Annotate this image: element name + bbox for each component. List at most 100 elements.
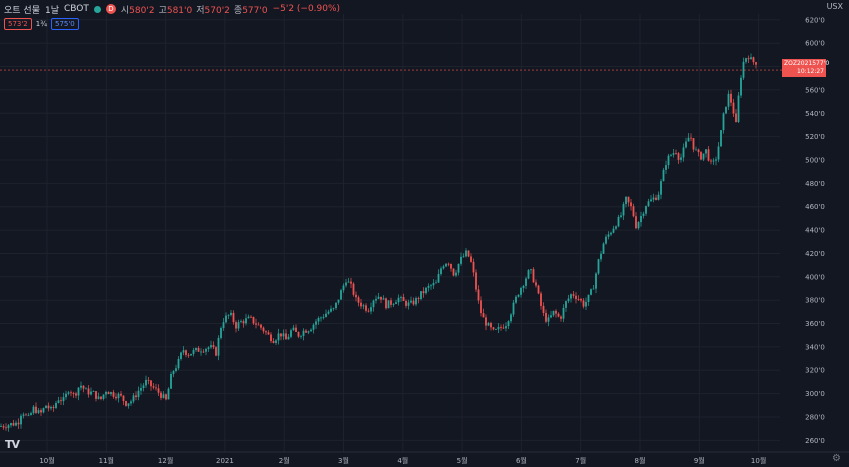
- candle: [425, 286, 427, 295]
- candle: [227, 314, 230, 319]
- candle: [402, 293, 405, 302]
- contract-code: ZOZ2021: [784, 60, 813, 67]
- candle: [417, 296, 420, 304]
- candle: [280, 333, 282, 341]
- candle: [352, 282, 355, 297]
- candle: [22, 412, 25, 419]
- candle: [477, 285, 480, 304]
- x-tick-label: 2021: [216, 457, 234, 465]
- candle: [432, 279, 435, 289]
- candle: [292, 324, 295, 331]
- candle: [262, 326, 265, 334]
- price-change: −5'2 (−0.90%): [272, 4, 341, 14]
- candle: [92, 390, 95, 392]
- gear-icon[interactable]: ⚙: [832, 453, 841, 464]
- currency-label[interactable]: USX: [826, 2, 843, 11]
- x-tick-label: 12월: [158, 456, 173, 465]
- candle: [360, 298, 362, 310]
- x-tick-label: 10월: [751, 456, 766, 465]
- candle: [580, 297, 582, 303]
- candle: [512, 300, 515, 317]
- candle: [325, 309, 327, 318]
- candle: [662, 167, 665, 182]
- candle: [2, 424, 5, 430]
- candle: [440, 266, 442, 276]
- candle: [642, 211, 645, 219]
- candle: [615, 225, 617, 230]
- candle: [307, 330, 310, 335]
- candle: [347, 278, 350, 283]
- candle: [47, 402, 50, 412]
- candle: [305, 329, 307, 334]
- y-tick-label: 520'0: [805, 133, 825, 141]
- candle: [110, 391, 112, 396]
- candle: [670, 153, 672, 157]
- candle: [190, 353, 192, 356]
- candle: [37, 407, 40, 415]
- candle: [382, 295, 385, 300]
- candle: [722, 112, 725, 134]
- candle: [412, 297, 415, 306]
- tradingview-logo-icon[interactable]: TV: [5, 438, 20, 451]
- candle: [70, 390, 72, 397]
- candle: [237, 319, 240, 331]
- y-tick-label: 560'0: [805, 86, 825, 94]
- candle: [685, 137, 687, 149]
- candle: [532, 267, 535, 283]
- candle: [95, 391, 97, 402]
- candle: [562, 304, 565, 323]
- candle: [450, 263, 452, 272]
- candle: [577, 295, 580, 302]
- candle: [30, 411, 32, 416]
- candle: [492, 326, 495, 331]
- candle: [367, 308, 370, 313]
- interval-label[interactable]: 1날: [44, 5, 59, 16]
- candle: [595, 272, 597, 294]
- candle: [400, 295, 402, 302]
- candle: [192, 347, 195, 357]
- candle: [210, 340, 212, 350]
- candle: [407, 299, 410, 310]
- x-tick-label: 8월: [635, 456, 646, 465]
- candle: [627, 196, 630, 207]
- candle: [600, 250, 602, 262]
- candle: [67, 390, 70, 396]
- x-tick-label: 3월: [338, 456, 349, 465]
- candle: [717, 142, 720, 163]
- candle: [585, 297, 587, 310]
- candle: [542, 302, 545, 317]
- candle: [12, 419, 15, 427]
- candle: [720, 129, 722, 147]
- candle: [302, 328, 305, 341]
- candle: [7, 423, 10, 432]
- candle: [52, 404, 55, 412]
- candle: [217, 335, 220, 361]
- x-tick-label: 9월: [694, 456, 705, 465]
- sell-button[interactable]: 573'2: [4, 18, 32, 30]
- candle: [112, 389, 115, 399]
- ohlc-close: 종577'0: [233, 5, 268, 16]
- candle: [475, 269, 477, 293]
- y-tick-label: 260'0: [805, 437, 825, 445]
- y-tick-label: 320'0: [805, 367, 825, 375]
- candle: [485, 314, 487, 331]
- y-tick-label: 420'0: [805, 250, 825, 258]
- candle: [240, 319, 242, 323]
- candle: [50, 405, 52, 411]
- candle: [45, 405, 47, 409]
- candle: [752, 56, 755, 65]
- candle: [550, 310, 552, 319]
- candle: [517, 294, 520, 298]
- candle: [100, 396, 102, 401]
- chart-grid: [0, 14, 780, 452]
- buy-button[interactable]: 575'0: [51, 18, 79, 30]
- candle: [640, 211, 642, 227]
- candle: [587, 294, 590, 306]
- trade-buttons: 573'2 1¾ 575'0: [4, 18, 79, 30]
- candle: [152, 383, 155, 390]
- symbol-title[interactable]: 오트 선물: [4, 5, 40, 16]
- candle: [180, 351, 182, 361]
- candle: [675, 149, 677, 155]
- candle: [755, 61, 757, 69]
